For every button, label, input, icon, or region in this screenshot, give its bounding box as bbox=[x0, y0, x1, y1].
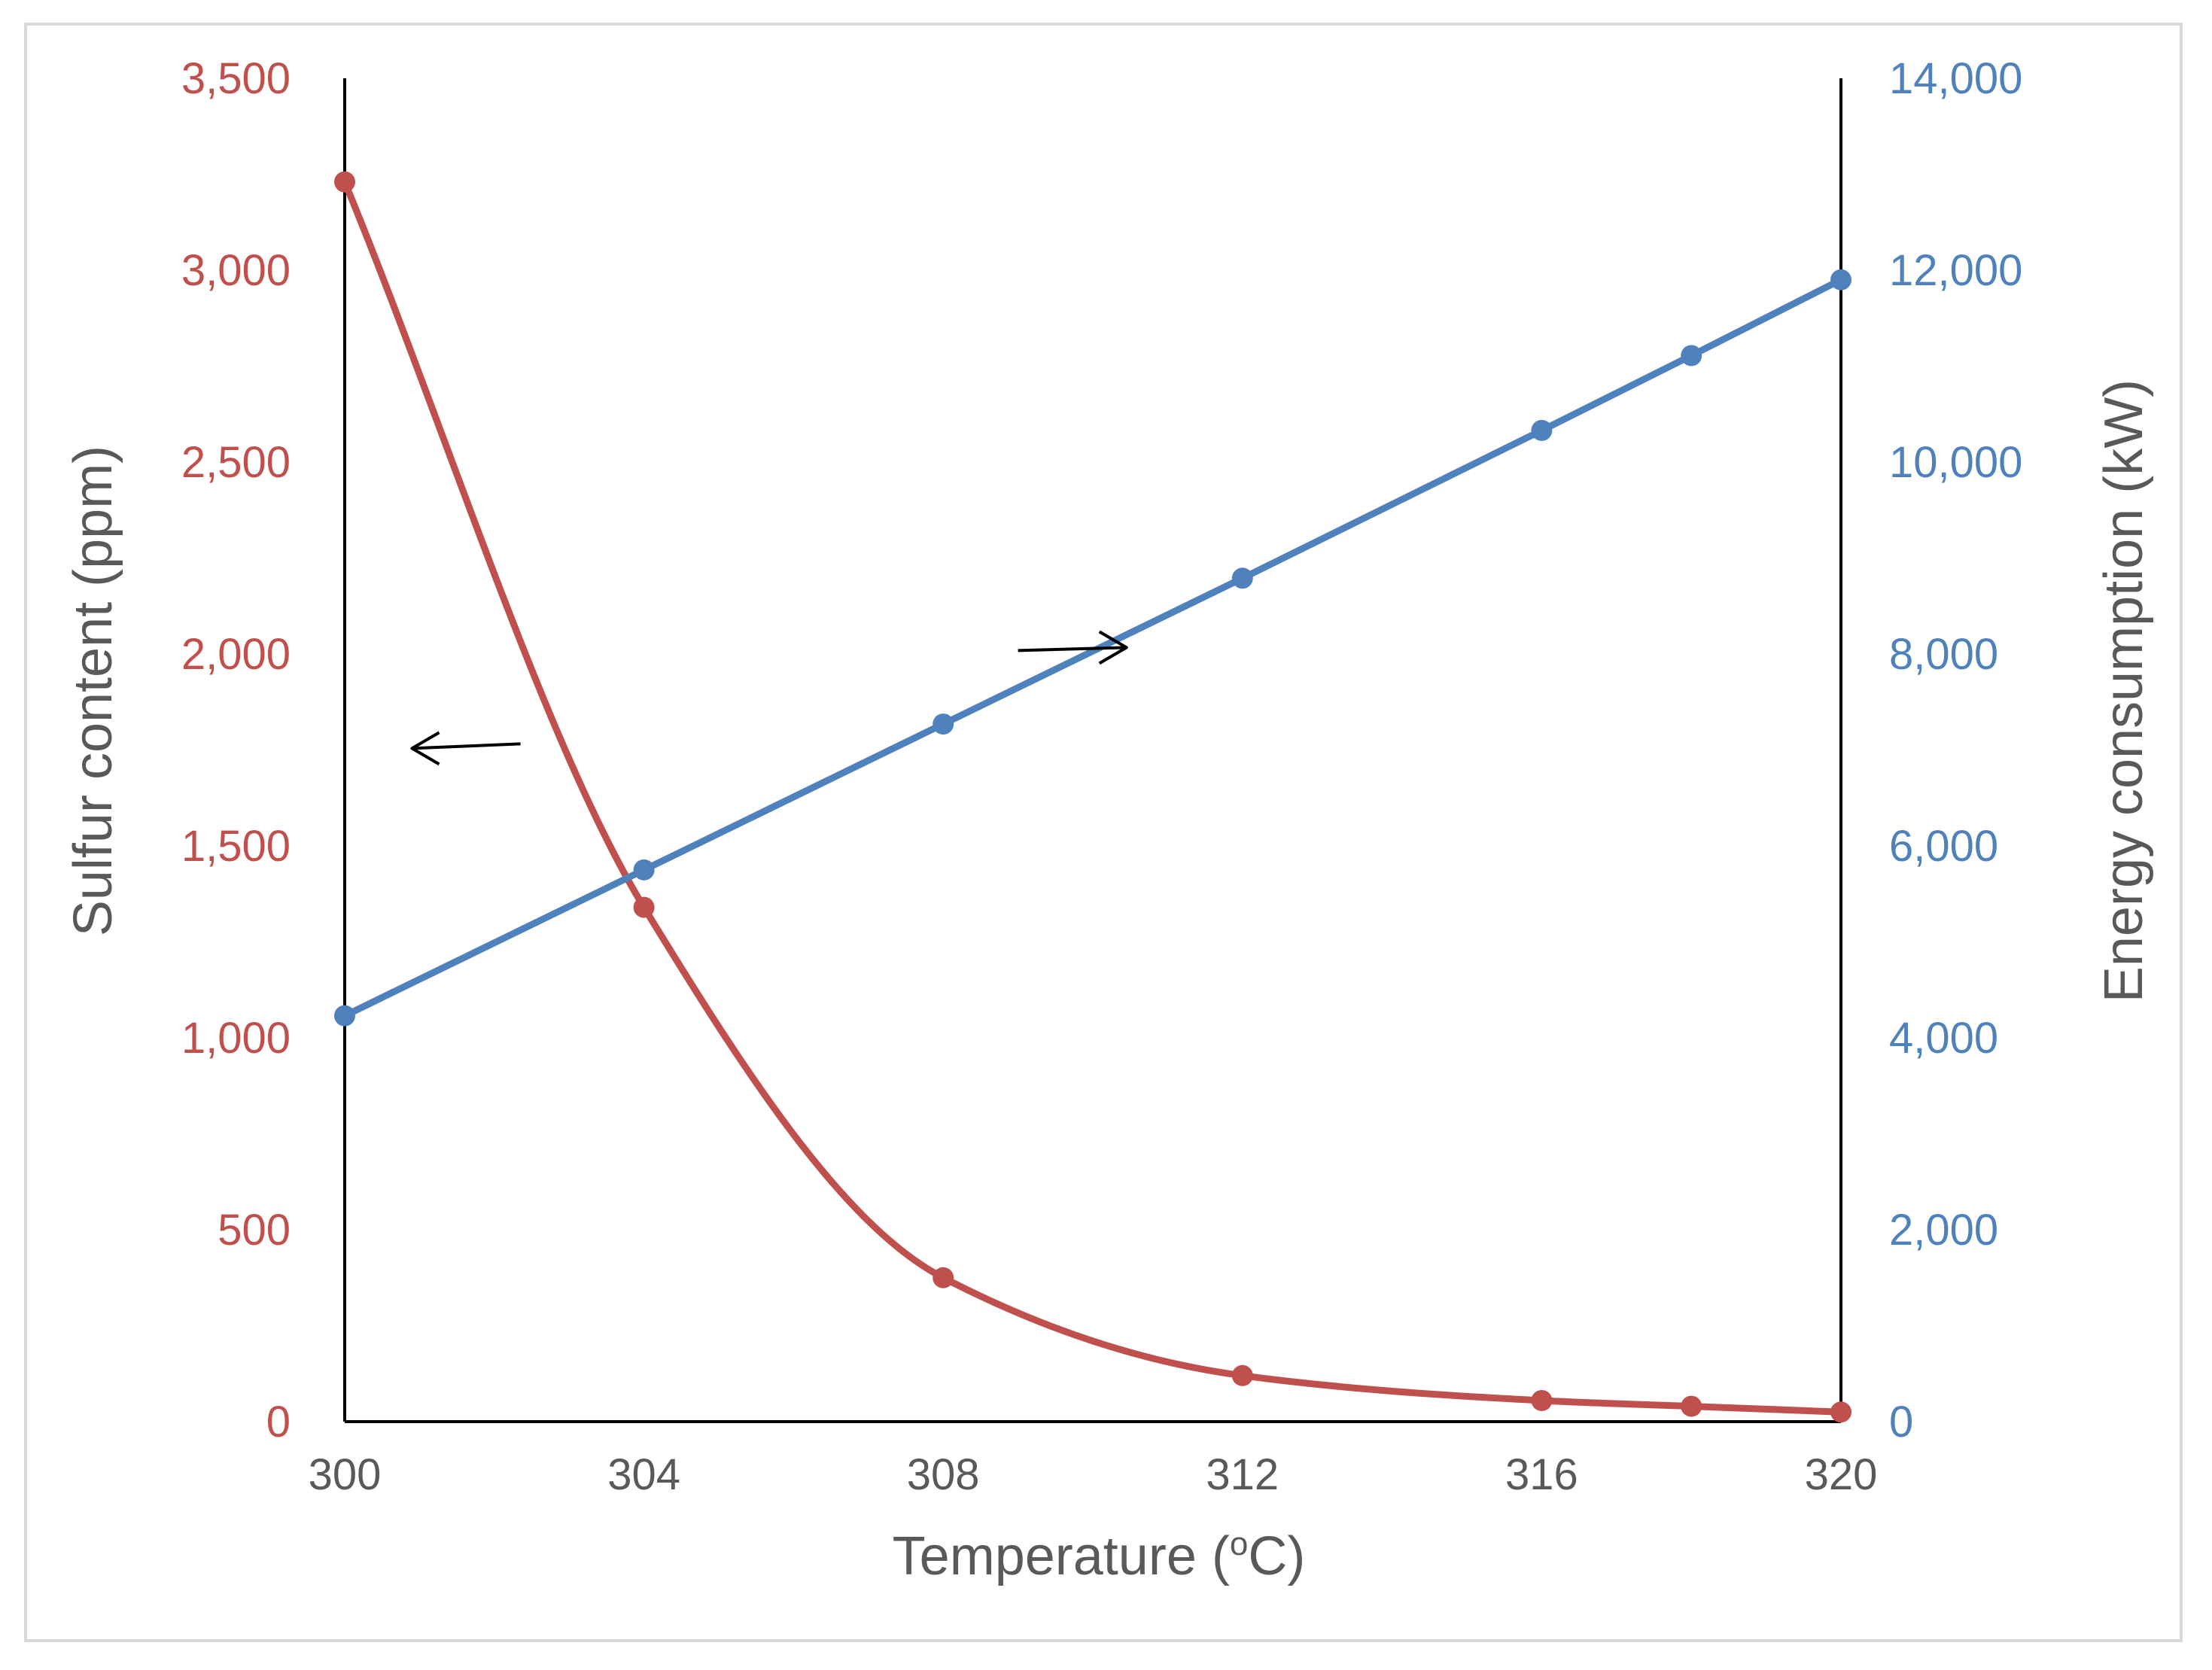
x-axis-title: Temperature (oC) bbox=[893, 1526, 1306, 1586]
y-right-axis-title: Energy consumption (kW) bbox=[2094, 379, 2154, 1002]
right-arrow-shaft bbox=[1018, 646, 1127, 652]
sulfur-content-point bbox=[1231, 1364, 1253, 1386]
sulfur-content-point bbox=[1531, 1389, 1553, 1411]
y-right-tick-label: 12,000 bbox=[1889, 246, 2022, 295]
y-left-tick-label: 3,000 bbox=[181, 246, 291, 295]
y-right-tick-label: 2,000 bbox=[1889, 1206, 1998, 1255]
x-tick-label: 308 bbox=[907, 1450, 980, 1499]
y-right-tick-label: 14,000 bbox=[1889, 54, 2022, 103]
y-left-tick-label: 2,500 bbox=[181, 438, 291, 487]
left-arrow-head bbox=[410, 731, 440, 766]
ticks-layer: 300 304 308 312 316 32005001,0001,5002,0002,5… bbox=[181, 54, 2023, 1499]
sulfur-content-point bbox=[633, 896, 655, 918]
sulfur-content-point bbox=[933, 1267, 954, 1288]
y-left-tick-label: 1,500 bbox=[181, 822, 291, 871]
x-tick-label: 304 bbox=[607, 1450, 680, 1499]
y-left-axis-title: Sulfur content (ppm) bbox=[63, 446, 123, 936]
x-axis-title-suffix: C) bbox=[1248, 1526, 1305, 1586]
sulfur-content-point bbox=[1830, 1401, 1851, 1423]
y-left-tick-label: 1,000 bbox=[181, 1014, 291, 1063]
x-axis-title-prefix: Temperature ( bbox=[893, 1526, 1230, 1586]
x-tick-label: 300 bbox=[309, 1450, 382, 1499]
y-left-tick-label: 500 bbox=[218, 1206, 291, 1255]
y-right-tick-label: 4,000 bbox=[1889, 1014, 1998, 1063]
energy-consumption-point bbox=[933, 713, 954, 735]
y-left-tick-label: 0 bbox=[266, 1398, 291, 1446]
axes-layer bbox=[343, 78, 1842, 1423]
y-left-tick-label: 3,500 bbox=[181, 54, 291, 103]
energy-consumption-point bbox=[1531, 419, 1553, 441]
sulfur-content-point bbox=[334, 171, 355, 193]
energy-consumption-point bbox=[1681, 345, 1702, 367]
x-tick-label: 312 bbox=[1206, 1450, 1279, 1499]
annotation-layer bbox=[410, 630, 1128, 766]
energy-consumption-point bbox=[633, 859, 655, 881]
x-tick-label: 316 bbox=[1505, 1450, 1578, 1499]
energy-consumption-point bbox=[1830, 269, 1851, 291]
y-right-tick-label: 6,000 bbox=[1889, 822, 1998, 871]
x-tick-label: 320 bbox=[1805, 1450, 1878, 1499]
right-arrow-head bbox=[1098, 630, 1128, 665]
energy-consumption-point bbox=[1231, 567, 1253, 589]
y-right-tick-label: 0 bbox=[1889, 1398, 1913, 1446]
y-right-tick-label: 10,000 bbox=[1889, 438, 2022, 487]
y-left-tick-label: 2,000 bbox=[181, 630, 291, 679]
sulfur-content-line bbox=[341, 178, 1845, 1416]
series-layer bbox=[334, 171, 1851, 1423]
sulfur-content-point bbox=[1681, 1395, 1702, 1417]
x-axis-title-superscript: o bbox=[1230, 1526, 1248, 1562]
energy-consumption-point bbox=[334, 1005, 355, 1027]
left-arrow-shaft bbox=[412, 742, 521, 750]
y-right-tick-label: 8,000 bbox=[1889, 630, 1998, 679]
